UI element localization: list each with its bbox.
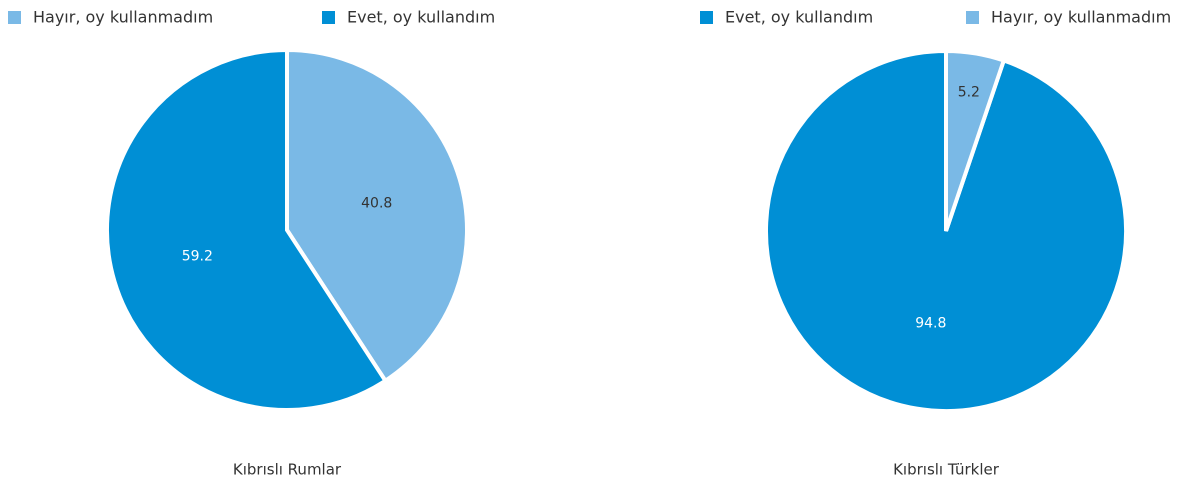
slice-label: 40.8	[361, 195, 392, 211]
legend-label: Hayır, oy kullanmadım	[991, 8, 1171, 27]
legend-swatch	[966, 11, 979, 24]
legend-label: Evet, oy kullandım	[347, 8, 495, 27]
chart-title: Kıbrıslı Türkler	[893, 461, 1000, 479]
legend-label: Evet, oy kullandım	[725, 8, 873, 27]
legend-label: Hayır, oy kullanmadım	[33, 8, 213, 27]
legend-swatch	[322, 11, 335, 24]
slice-label: 59.2	[182, 249, 213, 265]
chart-title: Kıbrıslı Rumlar	[233, 461, 342, 479]
legend-swatch	[700, 11, 713, 24]
pie-slice	[105, 47, 389, 412]
pie-slice	[944, 48, 1007, 232]
slice-label: 5.2	[958, 84, 980, 100]
legend-swatch	[8, 11, 21, 24]
slice-label: 94.8	[915, 315, 946, 331]
